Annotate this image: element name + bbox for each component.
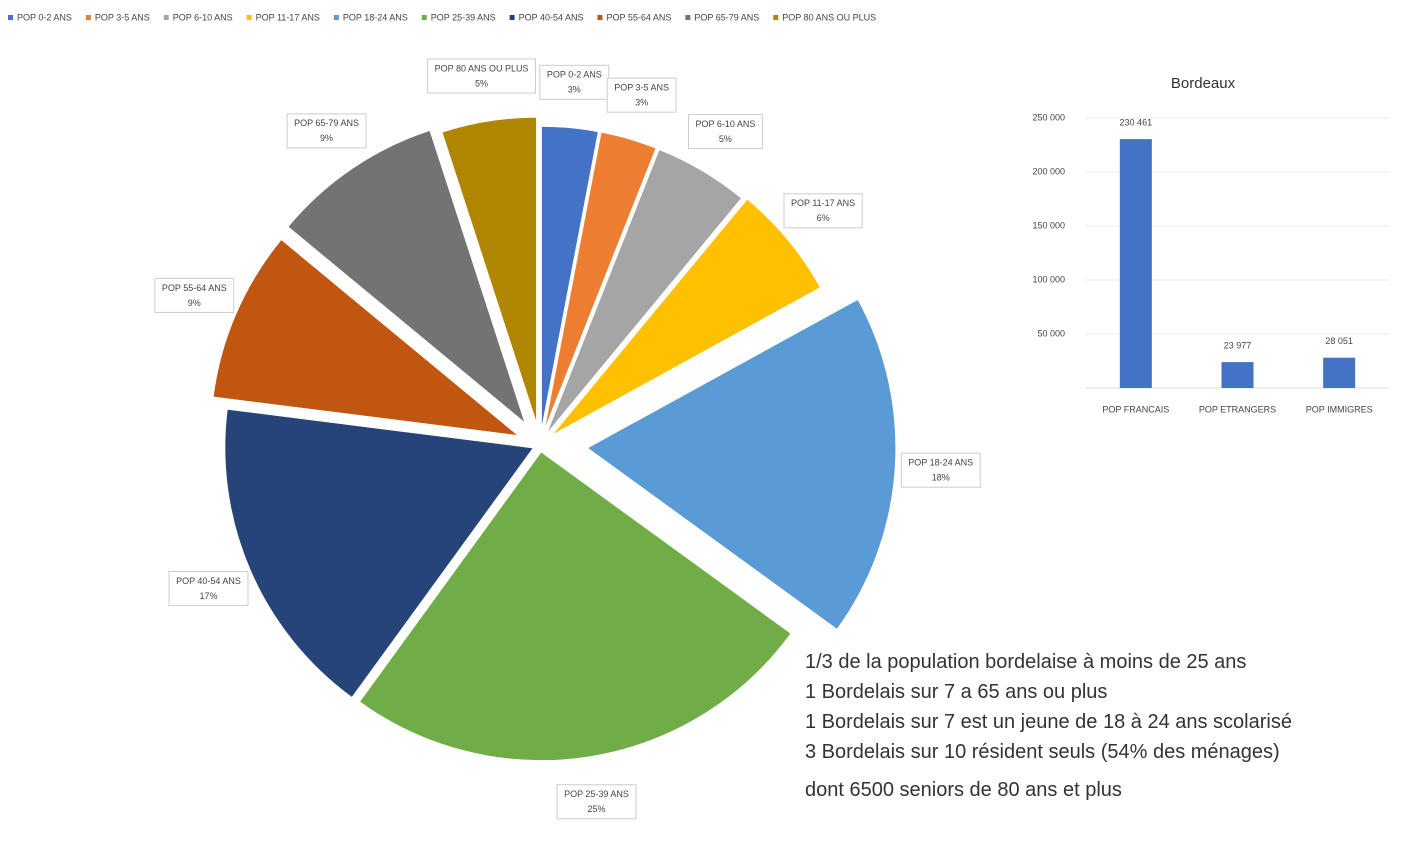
pie-label-value: 25% xyxy=(587,804,605,814)
bar xyxy=(1221,362,1254,388)
pie-label-category: POP 40-54 ANS xyxy=(176,576,241,586)
legend-label: POP 55-64 ANS xyxy=(606,12,671,22)
pie-slice xyxy=(223,407,537,700)
pie-slice xyxy=(584,297,898,632)
pie-label-box xyxy=(783,193,863,229)
pie-label-box xyxy=(286,113,367,149)
legend-label: POP 3-5 ANS xyxy=(95,12,150,22)
pie-label: POP 55-64 ANS 9% xyxy=(154,277,235,313)
legend-label: POP 40-54 ANS xyxy=(519,12,584,22)
legend-swatch xyxy=(333,15,339,20)
legend-swatch xyxy=(8,15,13,20)
y-tick-label: 100 000 xyxy=(1032,274,1065,284)
pie-label-box xyxy=(606,77,677,113)
y-tick-label: 200 000 xyxy=(1032,166,1065,176)
pie-label-value: 9% xyxy=(188,298,201,308)
pie-label-box xyxy=(900,452,981,488)
pie-label: POP 11-17 ANS 6% xyxy=(783,193,863,229)
pie-label-value: 5% xyxy=(475,78,488,88)
pie-label-value: 6% xyxy=(817,213,830,223)
pie-label: POP 0-2 ANS 3% xyxy=(539,64,610,100)
pie-label-box xyxy=(556,784,637,820)
legend-swatch xyxy=(246,15,252,20)
pie-label-category: POP 65-79 ANS xyxy=(294,118,359,128)
bar xyxy=(1323,357,1356,388)
legend-swatch xyxy=(773,15,779,20)
pie-label-category: POP 25-39 ANS xyxy=(564,789,629,799)
legend-swatch xyxy=(509,15,515,20)
pie-label-category: POP 80 ANS OU PLUS xyxy=(435,63,529,73)
legend-swatch xyxy=(685,15,691,20)
legend-label: POP 0-2 ANS xyxy=(17,12,72,22)
pie-label-value: 17% xyxy=(199,591,217,601)
pie-label-category: POP 0-2 ANS xyxy=(547,70,602,80)
pie-slice xyxy=(541,130,659,437)
pie-label-category: POP 6-10 ANS xyxy=(696,119,756,129)
pie-slice xyxy=(543,147,744,438)
pie-label-box xyxy=(539,64,610,100)
annotation: dont 6500 seniors de 80 ans et plus xyxy=(805,779,1122,801)
pie-label: POP 65-79 ANS 9% xyxy=(286,113,367,149)
x-tick-label: POP FRANCAIS xyxy=(1102,404,1169,414)
legend-swatch xyxy=(85,15,91,20)
pie-label-box xyxy=(154,277,235,313)
pie-label: POP 80 ANS OU PLUS 5% xyxy=(427,58,537,94)
pie-label-box xyxy=(688,113,763,149)
x-tick-label: POP ETRANGERS xyxy=(1199,404,1276,414)
pie-slice xyxy=(548,196,823,438)
pie-label: POP 6-10 ANS 5% xyxy=(688,113,763,149)
pie-label-category: POP 11-17 ANS xyxy=(791,198,855,208)
bar-value-label: 23 977 xyxy=(1224,340,1252,350)
pie-slice xyxy=(285,128,529,428)
bar-value-label: 230 461 xyxy=(1120,117,1153,127)
y-tick-label: 50 000 xyxy=(1037,328,1065,338)
pie-label-value: 3% xyxy=(635,98,648,108)
legend-label: POP 80 ANS OU PLUS xyxy=(782,12,876,22)
x-tick-label: POP IMMIGRES xyxy=(1306,404,1373,414)
pie-slice xyxy=(440,115,539,427)
pie-slice xyxy=(539,124,601,436)
pie-label-value: 5% xyxy=(719,134,732,144)
legend-label: POP 6-10 ANS xyxy=(173,12,233,22)
pie-label: POP 18-24 ANS 18% xyxy=(900,452,981,488)
bar-title: Bordeaux xyxy=(1171,75,1236,92)
pie-label-category: POP 18-24 ANS xyxy=(908,458,973,468)
legend-label: POP 25-39 ANS xyxy=(431,12,496,22)
bar xyxy=(1119,139,1152,388)
pie-label-value: 3% xyxy=(568,85,581,95)
legend-label: POP 18-24 ANS xyxy=(343,12,408,22)
legend-label: POP 65-79 ANS xyxy=(694,12,759,22)
annotation: 3 Bordelais sur 10 résident seuls (54% d… xyxy=(805,741,1280,763)
pie-slice xyxy=(357,449,794,763)
pie-label-category: POP 3-5 ANS xyxy=(614,83,669,93)
legend-label: POP 11-17 ANS xyxy=(256,12,320,22)
y-tick-label: 250 000 xyxy=(1032,112,1065,122)
pie-label-box xyxy=(168,570,249,606)
pie-label-value: 18% xyxy=(932,473,950,483)
legend-swatch xyxy=(421,15,427,20)
y-tick-label: 150 000 xyxy=(1032,220,1065,230)
pie-label-box xyxy=(427,58,537,94)
pie-label: POP 25-39 ANS 25% xyxy=(556,784,637,820)
annotation: 1 Bordelais sur 7 a 65 ans ou plus xyxy=(805,681,1107,703)
legend-swatch xyxy=(597,15,603,20)
pie-label: POP 40-54 ANS 17% xyxy=(168,570,249,606)
bar-value-label: 28 051 xyxy=(1325,336,1353,346)
legend-swatch xyxy=(163,15,169,20)
annotation: 1/3 de la population bordelaise à moins … xyxy=(805,651,1246,673)
pie-slice xyxy=(211,237,524,438)
pie-label: POP 3-5 ANS 3% xyxy=(606,77,677,113)
annotation: 1 Bordelais sur 7 est un jeune de 18 à 2… xyxy=(805,711,1292,733)
pie-label-category: POP 55-64 ANS xyxy=(162,283,227,293)
pie-label-value: 9% xyxy=(320,133,333,143)
